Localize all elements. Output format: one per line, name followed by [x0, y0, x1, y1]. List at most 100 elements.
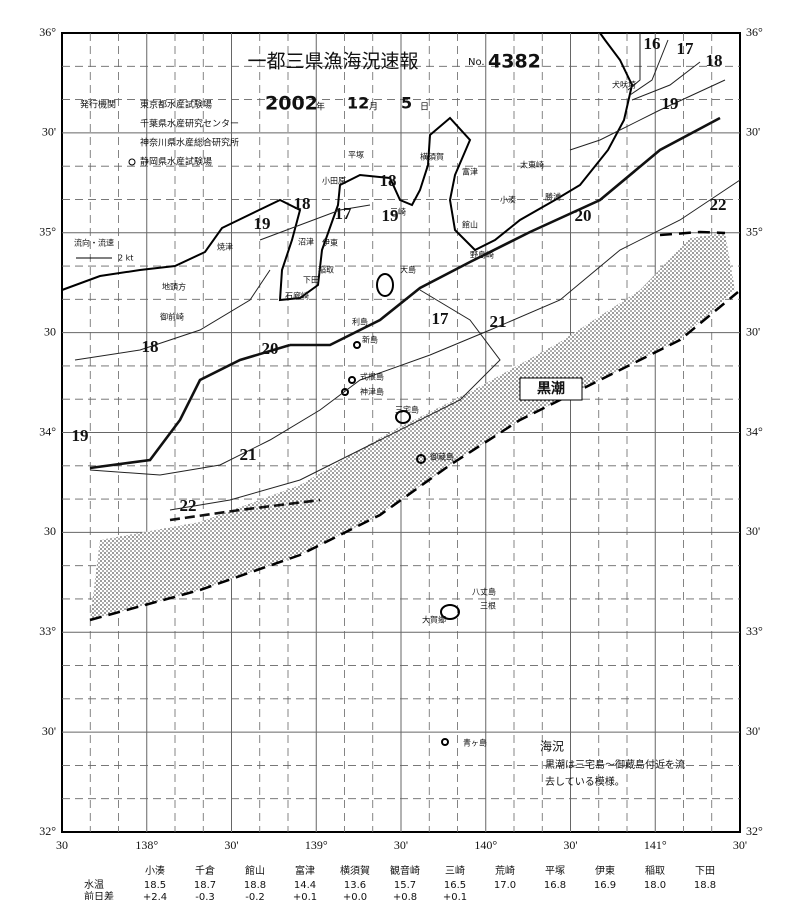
lat-label: 32° — [39, 824, 56, 838]
place-label: 館山 — [462, 220, 478, 230]
station-name: 下田 — [695, 866, 715, 877]
place-label: 大島 — [400, 265, 416, 275]
island — [341, 388, 349, 396]
date-unit: 日 — [420, 102, 429, 113]
isotherm-label: 22 — [710, 195, 727, 214]
temperature-change: +0.0 — [343, 892, 367, 900]
row-label: 水温 — [84, 879, 104, 891]
lat-label: 34° — [746, 424, 763, 438]
isotherm-label: 18 — [380, 171, 397, 190]
place-label: 平塚 — [348, 151, 364, 160]
temperature: 16.8 — [544, 880, 566, 891]
coastline — [61, 32, 634, 302]
island — [376, 273, 394, 297]
lat-label: 36° — [39, 25, 56, 39]
isotherm-label: 20 — [575, 206, 592, 225]
isotherm-label: 18 — [294, 194, 311, 213]
lat-label: 30' — [746, 724, 760, 738]
island — [348, 376, 356, 384]
issuer: 神奈川県水産総合研究所 — [140, 137, 239, 149]
place-label: 石廊崎 — [285, 291, 309, 301]
place-label: 犬吠埼 — [612, 80, 636, 90]
isotherm — [569, 79, 726, 151]
kuroshio-band — [90, 233, 735, 620]
place-label: 下田 — [303, 276, 319, 285]
issuer: 静岡県水産試験場 — [140, 156, 212, 168]
station-name: 稲取 — [645, 865, 665, 877]
issuer: 千葉県水産研究センター — [140, 118, 239, 130]
place-label: 八丈島 — [472, 587, 496, 597]
lon-label: 139° — [305, 838, 328, 852]
place-label: 小田原 — [322, 177, 346, 186]
station-name: 富津 — [295, 864, 315, 877]
temperature: 18.7 — [194, 880, 216, 891]
place-label: 三崎 — [390, 207, 406, 217]
station-name: 横須賀 — [340, 864, 370, 877]
lon-label: 141° — [644, 838, 667, 852]
lon-label: 30' — [733, 838, 747, 852]
place-label: 大賀郷 — [422, 615, 446, 625]
date-day: 5 — [401, 94, 412, 113]
station-name: 館山 — [245, 864, 265, 877]
lat-label: 33° — [746, 624, 763, 638]
issuer-label: 発行機関 — [80, 99, 116, 111]
isotherm-label: 19 — [254, 214, 271, 233]
temperature: 14.4 — [294, 880, 316, 891]
place-label: 青ヶ島 — [463, 738, 487, 748]
temperature: 18.8 — [694, 880, 716, 891]
place-label: 御前崎 — [160, 312, 184, 322]
station-name: 千倉 — [195, 864, 215, 877]
station-name: 平塚 — [545, 865, 565, 877]
number-prefix: No. — [468, 57, 485, 68]
island — [353, 341, 361, 349]
isotherm — [169, 289, 501, 511]
isotherm-label: 19 — [72, 426, 89, 445]
current-legend: 2 kt — [118, 254, 133, 263]
island — [440, 604, 460, 620]
place-label: 式根島 — [360, 372, 384, 382]
lon-label: 140° — [474, 838, 497, 852]
temperature: 13.6 — [344, 880, 366, 891]
place-label: 沼津 — [298, 237, 314, 247]
lon-label: 30' — [394, 838, 408, 852]
island — [416, 454, 426, 464]
place-label: 小湊 — [500, 195, 516, 205]
place-label: 伊東 — [322, 238, 338, 248]
kuroshio-label: 黒潮 — [537, 380, 565, 397]
title: 一都三県漁海況速報 — [247, 51, 418, 73]
temperature-change: +0.8 — [393, 892, 417, 900]
kuroshio-label-box — [519, 377, 583, 401]
place-label: 地頭方 — [162, 282, 186, 292]
lon-label: 30' — [563, 838, 577, 852]
note-title: 海況 — [540, 739, 564, 754]
station-table: 水温 前日差 小湊 千倉 館山 富津 横須賀 観音崎 三崎 荒崎 平塚 伊東 稲取 下田 18.5 18.… — [84, 864, 716, 900]
isotherm — [89, 343, 291, 470]
place-label: 三宅島 — [395, 405, 419, 415]
place-label: 横須賀 — [420, 152, 444, 162]
temperature-change: +2.4 — [143, 892, 167, 900]
lat-label: 30 — [44, 324, 56, 338]
lat-label: 36° — [746, 25, 763, 39]
isotherm — [259, 204, 371, 241]
lat-label: 30' — [746, 125, 760, 139]
isotherm — [629, 39, 669, 96]
isotherm-label: 18 — [706, 51, 723, 70]
station-name: 荒崎 — [495, 864, 515, 877]
temperature-change: -0.2 — [245, 892, 265, 900]
lat-label: 33° — [39, 624, 56, 638]
date-unit: 年 — [316, 101, 325, 113]
station-name: 伊東 — [595, 864, 615, 877]
lat-label: 32° — [746, 824, 763, 838]
issuer: 東京都水産試験場 — [140, 99, 212, 111]
island — [441, 738, 449, 746]
isotherm-label: 21 — [240, 445, 257, 464]
isotherm-label: 17 — [677, 39, 695, 58]
isotherm — [627, 33, 641, 91]
island — [395, 410, 411, 424]
date-unit: 月 — [369, 102, 378, 113]
temperature: 16.9 — [594, 880, 616, 891]
temperature: 18.5 — [144, 880, 166, 891]
isotherm — [74, 269, 271, 361]
isotherm-label: 17 — [335, 204, 353, 223]
